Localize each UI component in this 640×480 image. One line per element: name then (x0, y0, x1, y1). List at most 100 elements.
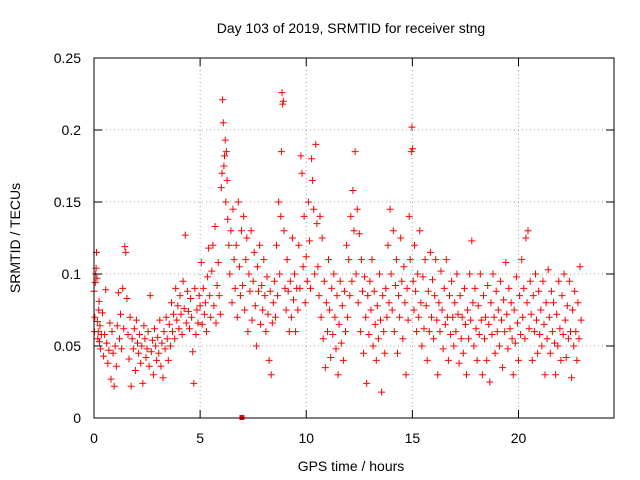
data-point (426, 248, 434, 256)
data-point (184, 307, 192, 315)
data-point (401, 299, 409, 307)
data-point (439, 345, 447, 353)
data-point (100, 352, 108, 360)
data-point (106, 319, 114, 327)
data-point (146, 292, 154, 300)
data-point (431, 292, 439, 300)
data-point (217, 184, 225, 192)
data-point (513, 319, 521, 327)
data-point (405, 212, 413, 220)
data-point (246, 287, 254, 295)
data-point (361, 273, 369, 281)
data-point (169, 328, 176, 336)
data-point (143, 345, 151, 353)
data-point (268, 319, 276, 327)
data-point (542, 299, 550, 307)
data-point (387, 270, 395, 278)
data-point (409, 277, 417, 285)
data-point (411, 241, 418, 249)
data-point (418, 342, 426, 350)
data-point (337, 339, 345, 347)
data-point (270, 277, 278, 285)
data-point (472, 325, 480, 333)
data-point (102, 286, 110, 294)
data-point (147, 348, 155, 356)
data-point (129, 345, 137, 353)
data-point (520, 284, 528, 292)
data-point (452, 328, 460, 336)
data-point (334, 371, 342, 379)
data-point (378, 388, 386, 396)
data-point (91, 279, 99, 287)
data-point (197, 259, 205, 266)
data-point (330, 270, 338, 278)
data-point (494, 306, 502, 314)
data-point (504, 345, 512, 353)
data-point (112, 362, 120, 370)
data-point (250, 248, 258, 256)
data-point (168, 299, 175, 307)
data-point (437, 267, 445, 275)
data-point (536, 331, 544, 338)
data-point (371, 320, 379, 328)
data-point (239, 282, 247, 289)
data-point (121, 243, 129, 251)
data-point (355, 230, 363, 238)
data-point (367, 306, 375, 314)
data-point (126, 313, 134, 321)
data-point (546, 349, 554, 357)
data-point (519, 313, 527, 321)
data-point (343, 241, 351, 249)
data-point (540, 320, 548, 328)
data-point (220, 162, 228, 170)
data-point (483, 356, 491, 364)
data-point (301, 299, 309, 307)
data-point (544, 266, 552, 274)
data-point (281, 284, 289, 292)
data-point (203, 328, 210, 336)
data-point (505, 284, 513, 292)
data-point (304, 198, 312, 206)
data-point (450, 342, 458, 350)
data-point (136, 331, 144, 338)
data-point (138, 342, 146, 350)
data-point (340, 287, 348, 295)
data-point (249, 277, 257, 285)
data-point (148, 336, 156, 344)
x-tick-label: 10 (298, 430, 314, 446)
data-point (282, 306, 290, 314)
data-point (95, 297, 103, 305)
data-point (226, 270, 234, 278)
data-point (461, 320, 469, 328)
data-point (279, 100, 287, 108)
data-point (512, 273, 520, 281)
data-point (186, 325, 193, 333)
data-point (321, 364, 329, 372)
data-point (469, 299, 477, 307)
data-point (272, 313, 279, 321)
data-point (209, 241, 217, 249)
data-point (96, 345, 104, 353)
data-point (400, 263, 408, 271)
data-point (495, 342, 503, 350)
data-point (99, 309, 106, 317)
data-point (557, 356, 565, 364)
data-point (362, 313, 370, 321)
data-point (108, 328, 116, 336)
data-point (96, 338, 103, 346)
data-point (137, 359, 145, 367)
data-point (263, 273, 271, 281)
data-point (316, 212, 324, 220)
data-point (503, 310, 511, 318)
data-point (402, 371, 410, 379)
data-point (488, 331, 496, 338)
data-point (145, 362, 153, 370)
data-point (109, 349, 117, 357)
data-point (128, 335, 136, 343)
data-point (210, 302, 218, 310)
y-tick-label: 0.05 (54, 338, 81, 354)
data-point (261, 292, 269, 300)
data-point (93, 274, 101, 282)
data-point (219, 119, 227, 127)
data-point (94, 328, 102, 336)
